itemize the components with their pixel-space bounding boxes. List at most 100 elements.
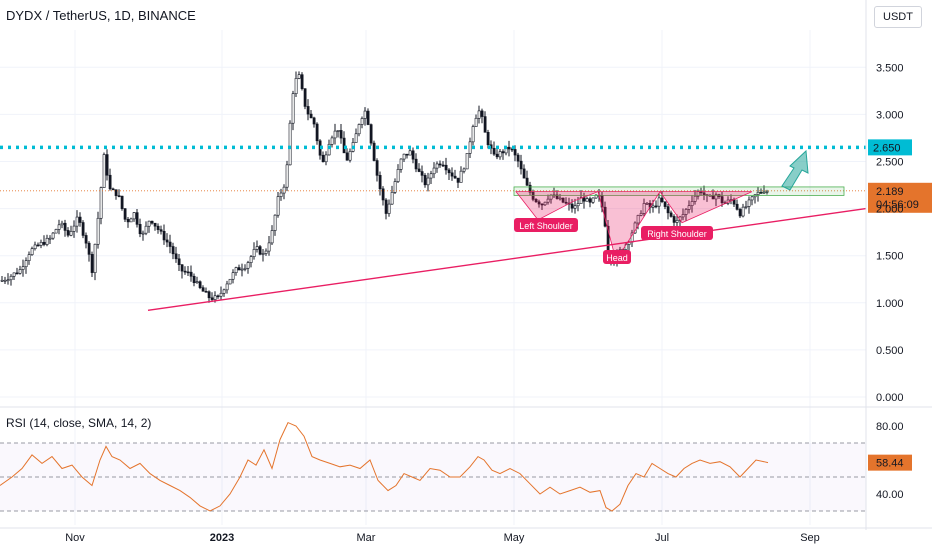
candle-body [714, 194, 718, 200]
candle-body [171, 246, 175, 255]
level-price-label: 2.650 [873, 142, 901, 154]
candle-body [219, 292, 223, 297]
candle-body [663, 201, 667, 207]
candle-body [762, 191, 766, 194]
candle-body [420, 171, 424, 176]
candle-body [528, 184, 532, 193]
candle-body [42, 241, 46, 245]
candle-body [297, 74, 301, 79]
candle-body [96, 217, 100, 245]
candle-body [642, 203, 646, 214]
candle-body [672, 216, 676, 223]
candle-body [360, 118, 364, 125]
candle-body [324, 154, 328, 163]
candle-body [60, 222, 64, 226]
price-tick-label: 3.500 [876, 62, 904, 74]
candle-body [168, 241, 172, 247]
candle-body [291, 93, 295, 124]
candle-body [756, 191, 760, 195]
candle-body [99, 187, 103, 219]
candle-body [636, 215, 640, 224]
candle-body [273, 214, 277, 231]
candle-body [687, 205, 691, 210]
candle-body [75, 216, 79, 227]
candle-body [9, 275, 13, 281]
candle-body [417, 168, 421, 172]
candle-body [366, 110, 370, 125]
candle-body [48, 237, 52, 240]
candle-body [651, 205, 655, 208]
candle-body [348, 151, 352, 161]
candle-body [279, 192, 283, 197]
candle-body [477, 110, 481, 119]
candle-body [309, 113, 313, 119]
candle-body [432, 167, 436, 175]
candle-body [81, 222, 85, 236]
candle-body [378, 175, 382, 190]
candle-body [111, 188, 115, 191]
candle-body [735, 203, 739, 210]
candle-body [564, 201, 568, 204]
last-price-tag [868, 182, 932, 213]
candle-body [495, 153, 499, 158]
candle-body [240, 268, 244, 271]
candle-body [126, 218, 130, 223]
candle-body [258, 246, 262, 255]
candle-body [3, 279, 7, 282]
candle-body [210, 297, 214, 300]
candle-body [114, 189, 118, 196]
candle-body [63, 222, 67, 231]
candle-body [579, 197, 583, 204]
pattern-label: Right Shoulder [647, 229, 707, 239]
candle-body [372, 142, 376, 161]
candle-body [654, 205, 658, 208]
candle-body [267, 242, 271, 252]
candle-series [0, 71, 769, 303]
candle-body [702, 192, 706, 195]
candle-body [123, 208, 127, 220]
candle-body [462, 168, 466, 172]
candle-body [570, 203, 574, 209]
candle-body [66, 230, 70, 236]
candle-body [141, 232, 145, 235]
rsi-value-label: 58.44 [876, 458, 904, 470]
candle-body [180, 264, 184, 272]
candle-body [120, 195, 124, 209]
time-tick-label: Jul [655, 532, 669, 544]
candle-body [390, 192, 394, 205]
time-tick-label: Nov [65, 532, 85, 544]
candle-body [354, 133, 358, 143]
candle-body [321, 154, 325, 163]
candle-body [147, 220, 151, 227]
candle-body [441, 164, 445, 167]
candle-body [132, 212, 136, 220]
currency-unit-button[interactable]: USDT [874, 6, 922, 28]
candle-body [336, 130, 340, 132]
right-shoulder-shape [659, 191, 753, 224]
candle-body [519, 160, 523, 170]
candle-body [465, 153, 469, 170]
price-tick-label: 0.000 [876, 392, 904, 404]
candle-body [525, 177, 529, 186]
candle-body [693, 195, 697, 202]
rsi-indicator-label[interactable]: RSI (14, close, SMA, 14, 2) [6, 416, 152, 430]
candle-body [162, 230, 166, 241]
candle-body [603, 206, 607, 227]
countdown-label: 04:56:09 [876, 199, 919, 211]
candle-body [759, 191, 763, 194]
candle-body [375, 160, 379, 176]
candle-body [558, 197, 562, 200]
candle-body [720, 196, 724, 204]
candle-body [438, 163, 442, 166]
candle-body [345, 152, 349, 161]
candle-body [288, 122, 292, 166]
candle-body [399, 158, 403, 170]
candle-body [534, 199, 538, 203]
candle-body [639, 213, 643, 216]
candle-body [159, 229, 163, 232]
time-tick-label: Mar [357, 532, 376, 544]
candle-body [156, 225, 160, 230]
candle-body [444, 164, 448, 171]
